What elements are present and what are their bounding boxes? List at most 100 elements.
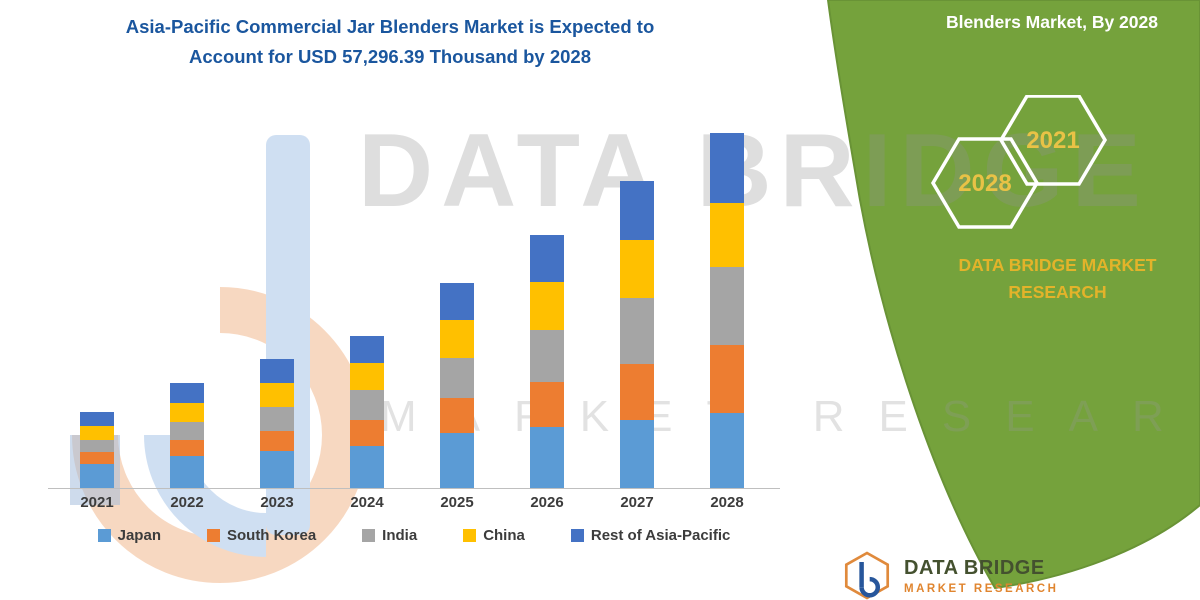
segment-2024-india <box>350 390 384 420</box>
segment-2021-china <box>80 426 114 440</box>
stacked-bar-2025 <box>440 283 474 488</box>
x-tick-2023: 2023 <box>260 494 294 511</box>
segment-2023-rest-of-asia-pacific <box>260 359 294 383</box>
segment-2021-japan <box>80 464 114 488</box>
legend-label: Rest of Asia-Pacific <box>590 527 731 544</box>
bar-group-2025 <box>412 128 502 488</box>
bar-group-2024 <box>322 128 412 488</box>
legend-label: India <box>382 527 418 544</box>
legend-item-japan: Japan <box>97 527 161 544</box>
segment-2023-japan <box>260 451 294 488</box>
legend-item-rest-of-asia-pacific: Rest of Asia-Pacific <box>570 527 731 544</box>
legend-label: China <box>483 527 525 544</box>
footer-brand-sub: MARKET RESEARCH <box>904 583 1059 595</box>
watermark-text-2: MARKET RESEARCH <box>380 392 1200 441</box>
footer-logo: DATA BRIDGE MARKET RESEARCH <box>840 551 1058 600</box>
x-tick-2027: 2027 <box>620 494 654 511</box>
segment-2026-japan <box>530 427 564 488</box>
segment-2026-india <box>530 330 564 382</box>
segment-2024-rest-of-asia-pacific <box>350 336 384 363</box>
segment-2022-china <box>170 403 204 422</box>
segment-2028-japan <box>710 413 744 488</box>
segment-2027-china <box>620 240 654 298</box>
panel-brand-line1: DATA BRIDGE MARKET <box>958 255 1157 275</box>
segment-2024-china <box>350 363 384 390</box>
bar-group-2021 <box>52 128 142 488</box>
footer-text: DATA BRIDGE MARKET RESEARCH <box>904 551 1058 595</box>
panel-brand-line2: RESEARCH <box>1008 282 1107 303</box>
x-axis-line <box>48 488 780 489</box>
stacked-bar-2022 <box>170 383 204 488</box>
legend-swatch <box>463 529 477 542</box>
bar-group-2022 <box>142 128 232 488</box>
chart-title: Asia-Pacific Commercial Jar Blenders Mar… <box>70 12 710 71</box>
panel-heading: Blenders Market, By 2028 <box>945 12 1158 32</box>
bar-group-2028 <box>682 128 772 488</box>
segment-2022-south-korea <box>170 440 204 456</box>
legend-item-south-korea: South Korea <box>206 527 317 544</box>
chart-title-line1: Asia-Pacific Commercial Jar Blenders Mar… <box>125 16 655 37</box>
segment-2027-rest-of-asia-pacific <box>620 181 654 240</box>
stacked-bar-2026 <box>530 235 564 488</box>
segment-2027-japan <box>620 420 654 488</box>
segment-2026-south-korea <box>530 382 564 427</box>
segment-2028-india <box>710 267 744 345</box>
segment-2027-south-korea <box>620 364 654 420</box>
segment-2021-south-korea <box>80 452 114 464</box>
segment-2025-japan <box>440 433 474 488</box>
bar-group-2026 <box>502 128 592 488</box>
segment-2024-south-korea <box>350 420 384 446</box>
year-hexagons: 2028 2021 <box>930 95 1108 229</box>
footer-brand-name: DATA BRIDGE <box>904 557 1045 579</box>
legend-item-india: India <box>362 527 417 544</box>
x-tick-2022: 2022 <box>170 494 204 511</box>
segment-2023-india <box>260 407 294 431</box>
segment-2023-south-korea <box>260 431 294 451</box>
legend-label: South Korea <box>226 527 317 544</box>
segment-2028-rest-of-asia-pacific <box>710 133 744 203</box>
stacked-bar-2024 <box>350 336 384 488</box>
legend-swatch <box>570 529 584 542</box>
segment-2022-india <box>170 422 204 440</box>
watermark-text-1: DATA BRIDGE <box>358 113 1149 229</box>
segment-2023-china <box>260 383 294 407</box>
chart-plot <box>52 128 776 488</box>
x-tick-2025: 2025 <box>440 494 474 511</box>
stacked-bar-chart: 2021 2022 2023 2024 2025 2026 2027 2028 Japan So… <box>48 128 780 544</box>
segment-2024-japan <box>350 446 384 488</box>
x-axis-labels: 2021 2022 2023 2024 2025 2026 2027 2028 <box>52 494 776 511</box>
segment-2026-china <box>530 282 564 330</box>
legend-swatch <box>362 529 376 542</box>
legend-item-china: China <box>463 527 525 544</box>
stacked-bar-2021 <box>80 412 114 488</box>
legend-swatch <box>97 529 111 542</box>
bar-group-2027 <box>592 128 682 488</box>
segment-2022-japan <box>170 456 204 488</box>
segment-2021-rest-of-asia-pacific <box>80 412 114 426</box>
segment-2028-china <box>710 203 744 267</box>
chart-title-line2: Account for USD 57,296.39 Thousand by 20… <box>189 45 591 67</box>
segment-2026-rest-of-asia-pacific <box>530 235 564 282</box>
x-tick-2028: 2028 <box>710 494 744 511</box>
hexagon-2021-label: 2021 <box>1026 127 1079 154</box>
segment-2025-rest-of-asia-pacific <box>440 283 474 320</box>
x-tick-2021: 2021 <box>80 494 114 511</box>
panel-brand-text: DATA BRIDGE MARKET RESEARCH <box>945 252 1170 306</box>
stacked-bar-2023 <box>260 359 294 488</box>
stacked-bar-2027 <box>620 181 654 488</box>
segment-2027-india <box>620 298 654 364</box>
hexagon-2028-label: 2028 <box>958 170 1011 197</box>
legend-swatch <box>206 529 220 542</box>
segment-2025-india <box>440 358 474 398</box>
segment-2022-rest-of-asia-pacific <box>170 383 204 403</box>
x-tick-2024: 2024 <box>350 494 384 511</box>
data-bridge-logo-icon <box>844 551 890 600</box>
x-tick-2026: 2026 <box>530 494 564 511</box>
bar-group-2023 <box>232 128 322 488</box>
stacked-bar-2028 <box>710 133 744 488</box>
hexagon-2021 <box>998 95 1108 186</box>
segment-2025-south-korea <box>440 398 474 433</box>
segment-2021-india <box>80 440 114 452</box>
